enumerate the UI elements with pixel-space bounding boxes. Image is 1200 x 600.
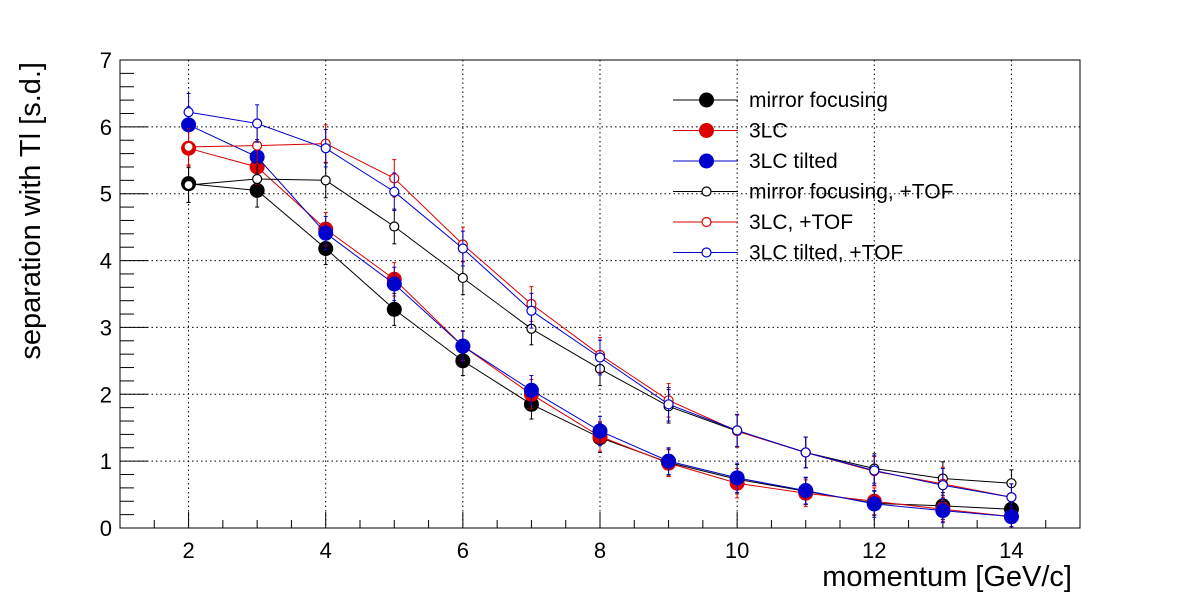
- x-axis-title: momentum [GeV/c]: [822, 561, 1072, 593]
- legend-marker: [699, 92, 714, 108]
- data-point: [320, 143, 331, 154]
- series-3: [181, 106, 1019, 528]
- data-point: [866, 496, 882, 512]
- data-point: [252, 118, 263, 129]
- data-point: [798, 483, 814, 499]
- legend-entry: mirror focusing: [673, 89, 888, 112]
- legend-entry: mirror focusing, +TOF: [673, 181, 953, 204]
- data-point: [663, 399, 674, 410]
- data-point: [318, 225, 334, 241]
- data-point: [732, 425, 743, 436]
- data-point: [386, 301, 402, 317]
- x-tick-label: 4: [320, 538, 332, 563]
- y-tick-label: 5: [100, 182, 112, 207]
- legend-label: mirror focusing, +TOF: [749, 181, 953, 204]
- legend-entry: 3LC: [673, 120, 788, 143]
- legend-marker: [699, 153, 714, 169]
- legend-label: mirror focusing: [749, 89, 888, 112]
- legend-marker: [701, 186, 712, 197]
- data-point: [661, 453, 677, 469]
- y-tick-label: 7: [100, 48, 112, 73]
- data-point: [869, 465, 880, 476]
- y-tick-label: 6: [100, 115, 112, 140]
- x-tick-label: 14: [999, 538, 1023, 563]
- x-tick-label: 10: [725, 538, 749, 563]
- data-point: [252, 173, 263, 185]
- x-tick-label: 2: [182, 538, 194, 563]
- data-point: [592, 423, 608, 439]
- y-tick-label: 1: [100, 449, 112, 474]
- data-point: [1006, 492, 1017, 503]
- data-point: [523, 382, 539, 398]
- y-tick-label: 4: [100, 249, 112, 274]
- data-point: [183, 141, 194, 153]
- legend-marker: [699, 123, 714, 138]
- x-tick-label: 12: [862, 538, 886, 563]
- legend-entry: 3LC, +TOF: [673, 211, 853, 234]
- series-6: [183, 92, 1017, 512]
- legend-label: 3LC: [749, 120, 788, 143]
- data-series: [181, 92, 1019, 528]
- data-point: [183, 179, 194, 191]
- data-point: [389, 186, 400, 197]
- legend-entry: 3LC tilted, +TOF: [673, 242, 903, 265]
- x-tick-label: 6: [457, 538, 469, 563]
- data-point: [526, 305, 537, 316]
- legend-marker: [701, 247, 712, 258]
- legend: mirror focusing 3LC 3LC tilted mirror focus…: [673, 89, 953, 265]
- data-point: [729, 470, 745, 486]
- legend-marker: [701, 216, 712, 228]
- y-tick-label: 0: [100, 516, 112, 541]
- data-point: [594, 352, 606, 363]
- data-point: [1003, 509, 1019, 525]
- data-point: [937, 480, 948, 491]
- data-point: [389, 221, 400, 232]
- data-point: [457, 272, 468, 284]
- data-point: [320, 175, 331, 186]
- legend-entry: 3LC tilted: [673, 150, 838, 173]
- data-point: [183, 107, 194, 118]
- legend-label: 3LC tilted, +TOF: [749, 242, 903, 265]
- legend-label: 3LC, +TOF: [749, 211, 853, 234]
- data-point: [386, 276, 402, 292]
- data-point: [800, 447, 811, 458]
- data-point: [457, 243, 468, 254]
- data-point: [935, 503, 951, 519]
- y-tick-label: 2: [100, 382, 112, 407]
- x-tick-label: 8: [594, 538, 606, 563]
- legend-label: 3LC tilted: [749, 150, 838, 173]
- y-tick-label: 3: [100, 315, 112, 340]
- data-point: [455, 338, 471, 354]
- y-axis-title: separation with Tl [s.d.]: [15, 62, 47, 360]
